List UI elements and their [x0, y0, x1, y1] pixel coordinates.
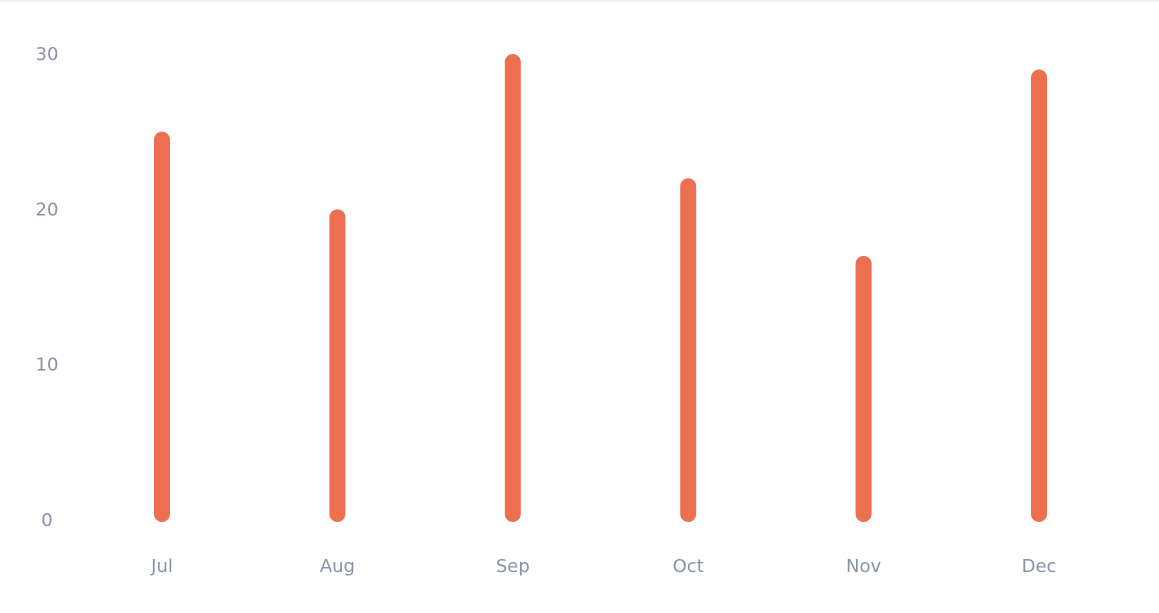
y-tick-label: 20: [36, 199, 59, 220]
x-tick-label: Dec: [1022, 556, 1057, 577]
bar-jul: [154, 131, 170, 522]
bar-oct: [680, 178, 697, 522]
x-tick-label: Sep: [496, 556, 530, 577]
y-tick-label: 0: [41, 510, 52, 531]
x-tick-label: Oct: [673, 556, 704, 577]
bar-dec: [1031, 69, 1047, 523]
x-tick-label: Aug: [320, 556, 355, 577]
x-tick-label: Nov: [846, 556, 881, 577]
y-axis: 0 10 20 30: [36, 44, 59, 531]
bar-sep: [504, 54, 521, 522]
top-divider: [0, 0, 1159, 2]
bar-aug: [329, 209, 346, 523]
x-tick-label: Jul: [150, 556, 173, 577]
bar-nov: [855, 255, 872, 522]
y-tick-label: 10: [36, 355, 59, 376]
x-axis: Jul Aug Sep Oct Nov Dec: [150, 556, 1056, 577]
bars: [154, 54, 1047, 523]
y-tick-label: 30: [36, 44, 59, 65]
